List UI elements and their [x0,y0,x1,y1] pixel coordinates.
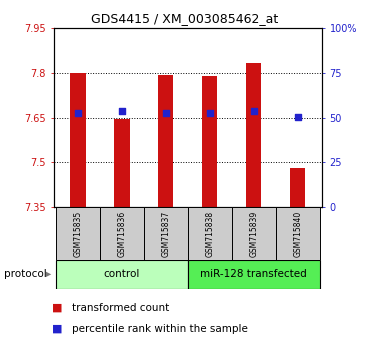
Bar [188,207,232,260]
Text: transformed count: transformed count [72,303,169,313]
Text: miR-128 transfected: miR-128 transfected [201,269,307,279]
Bar [246,63,262,207]
Text: GDS4415 / XM_003085462_at: GDS4415 / XM_003085462_at [91,12,279,25]
Bar [70,73,85,207]
Point [207,110,213,116]
Text: GSM715838: GSM715838 [205,211,214,257]
Bar [144,207,188,260]
Bar [276,207,320,260]
Bar [188,260,320,289]
Text: ■: ■ [52,303,62,313]
Text: GSM715840: GSM715840 [293,211,302,257]
Text: GSM715836: GSM715836 [117,211,126,257]
Bar [158,75,174,207]
Bar [114,119,130,207]
Bar [56,207,100,260]
Bar [56,260,188,289]
Point [163,110,169,116]
Text: control: control [104,269,140,279]
Point [251,109,257,114]
Text: GSM715837: GSM715837 [161,211,170,257]
Point [119,108,125,113]
Point [295,114,301,120]
Bar [202,76,218,207]
Point [75,110,81,116]
Bar [100,207,144,260]
Text: ■: ■ [52,324,62,333]
Text: protocol: protocol [4,269,47,279]
Bar [232,207,276,260]
Bar [290,169,305,207]
Text: percentile rank within the sample: percentile rank within the sample [72,324,248,333]
Text: GSM715835: GSM715835 [73,211,83,257]
Text: GSM715839: GSM715839 [249,211,258,257]
